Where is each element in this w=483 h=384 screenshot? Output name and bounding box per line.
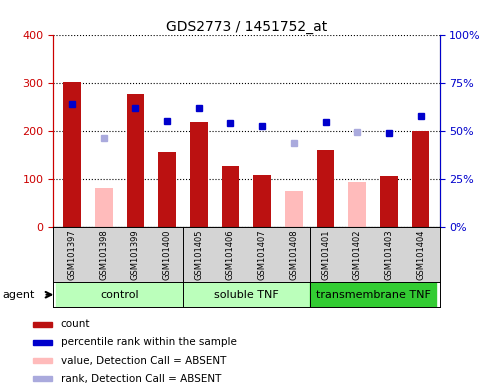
- Text: agent: agent: [2, 290, 35, 300]
- Bar: [183, 282, 310, 307]
- Bar: [33, 358, 52, 363]
- Text: GSM101398: GSM101398: [99, 229, 108, 280]
- Bar: [63, 82, 81, 227]
- Text: soluble TNF: soluble TNF: [214, 290, 279, 300]
- Text: transmembrane TNF: transmembrane TNF: [315, 290, 430, 300]
- Text: GSM101403: GSM101403: [384, 229, 393, 280]
- Bar: [222, 166, 239, 227]
- Text: GSM101399: GSM101399: [131, 229, 140, 280]
- Bar: [310, 282, 436, 307]
- Text: GSM101397: GSM101397: [68, 229, 77, 280]
- Text: GSM101400: GSM101400: [163, 229, 171, 280]
- Bar: [348, 182, 366, 227]
- Bar: [254, 175, 271, 227]
- Bar: [33, 322, 52, 327]
- Bar: [317, 150, 334, 227]
- Text: control: control: [100, 290, 139, 300]
- Bar: [127, 94, 144, 227]
- Bar: [412, 131, 429, 227]
- Text: percentile rank within the sample: percentile rank within the sample: [60, 338, 237, 348]
- Text: GSM101404: GSM101404: [416, 229, 425, 280]
- Text: GSM101405: GSM101405: [194, 229, 203, 280]
- Bar: [190, 122, 208, 227]
- Title: GDS2773 / 1451752_at: GDS2773 / 1451752_at: [166, 20, 327, 33]
- Text: value, Detection Call = ABSENT: value, Detection Call = ABSENT: [60, 356, 226, 366]
- Bar: [95, 188, 113, 227]
- Bar: [158, 152, 176, 227]
- Bar: [285, 190, 302, 227]
- Text: GSM101401: GSM101401: [321, 229, 330, 280]
- Text: GSM101408: GSM101408: [289, 229, 298, 280]
- Bar: [33, 376, 52, 381]
- Bar: [33, 340, 52, 345]
- Text: GSM101402: GSM101402: [353, 229, 362, 280]
- Text: GSM101407: GSM101407: [257, 229, 267, 280]
- Bar: [380, 176, 398, 227]
- Text: GSM101406: GSM101406: [226, 229, 235, 280]
- Text: count: count: [60, 319, 90, 329]
- Bar: [57, 282, 183, 307]
- Text: rank, Detection Call = ABSENT: rank, Detection Call = ABSENT: [60, 374, 221, 384]
